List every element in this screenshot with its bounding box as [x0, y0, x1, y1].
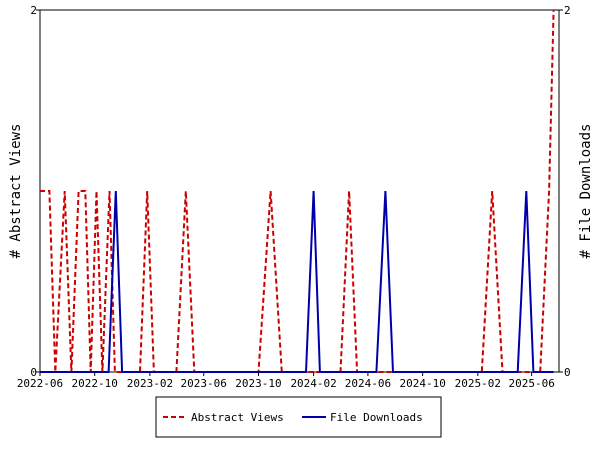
legend-label-abstract-views: Abstract Views	[191, 411, 284, 424]
x-tick-label: 2022-10	[72, 377, 118, 390]
x-tick-label: 2023-10	[235, 377, 281, 390]
y-tick-label-right: 2	[564, 4, 571, 17]
y-tick-label-left: 2	[30, 4, 37, 17]
legend-label-file-downloads: File Downloads	[330, 411, 423, 424]
series-line-file-downloads	[40, 190, 554, 373]
y-tick-label-right: 0	[564, 366, 571, 379]
series-layer	[40, 9, 555, 373]
legend: Abstract Views File Downloads	[155, 396, 442, 438]
x-axis: 2022-06 2022-10 2023-02 2023-06 2023-10 2024-…	[17, 372, 555, 390]
x-tick-label: 2023-06	[181, 377, 227, 390]
y-axes: 0 2 0 2	[30, 4, 570, 379]
y-axis-label-left: # Abstract Views	[8, 124, 24, 259]
x-tick-label: 2022-06	[17, 377, 63, 390]
x-tick-label: 2025-02	[455, 377, 501, 390]
x-tick-label: 2023-02	[127, 377, 173, 390]
legend-box	[155, 396, 442, 438]
x-tick-label: 2024-02	[290, 377, 336, 390]
y-tick-label-left: 0	[30, 366, 37, 379]
plot-area	[39, 9, 560, 373]
x-tick-label: 2024-10	[399, 377, 445, 390]
x-tick-label: 2024-06	[345, 377, 391, 390]
x-tick-label: 2025-06	[508, 377, 554, 390]
y-axis-label-right: # File Downloads	[578, 124, 594, 259]
